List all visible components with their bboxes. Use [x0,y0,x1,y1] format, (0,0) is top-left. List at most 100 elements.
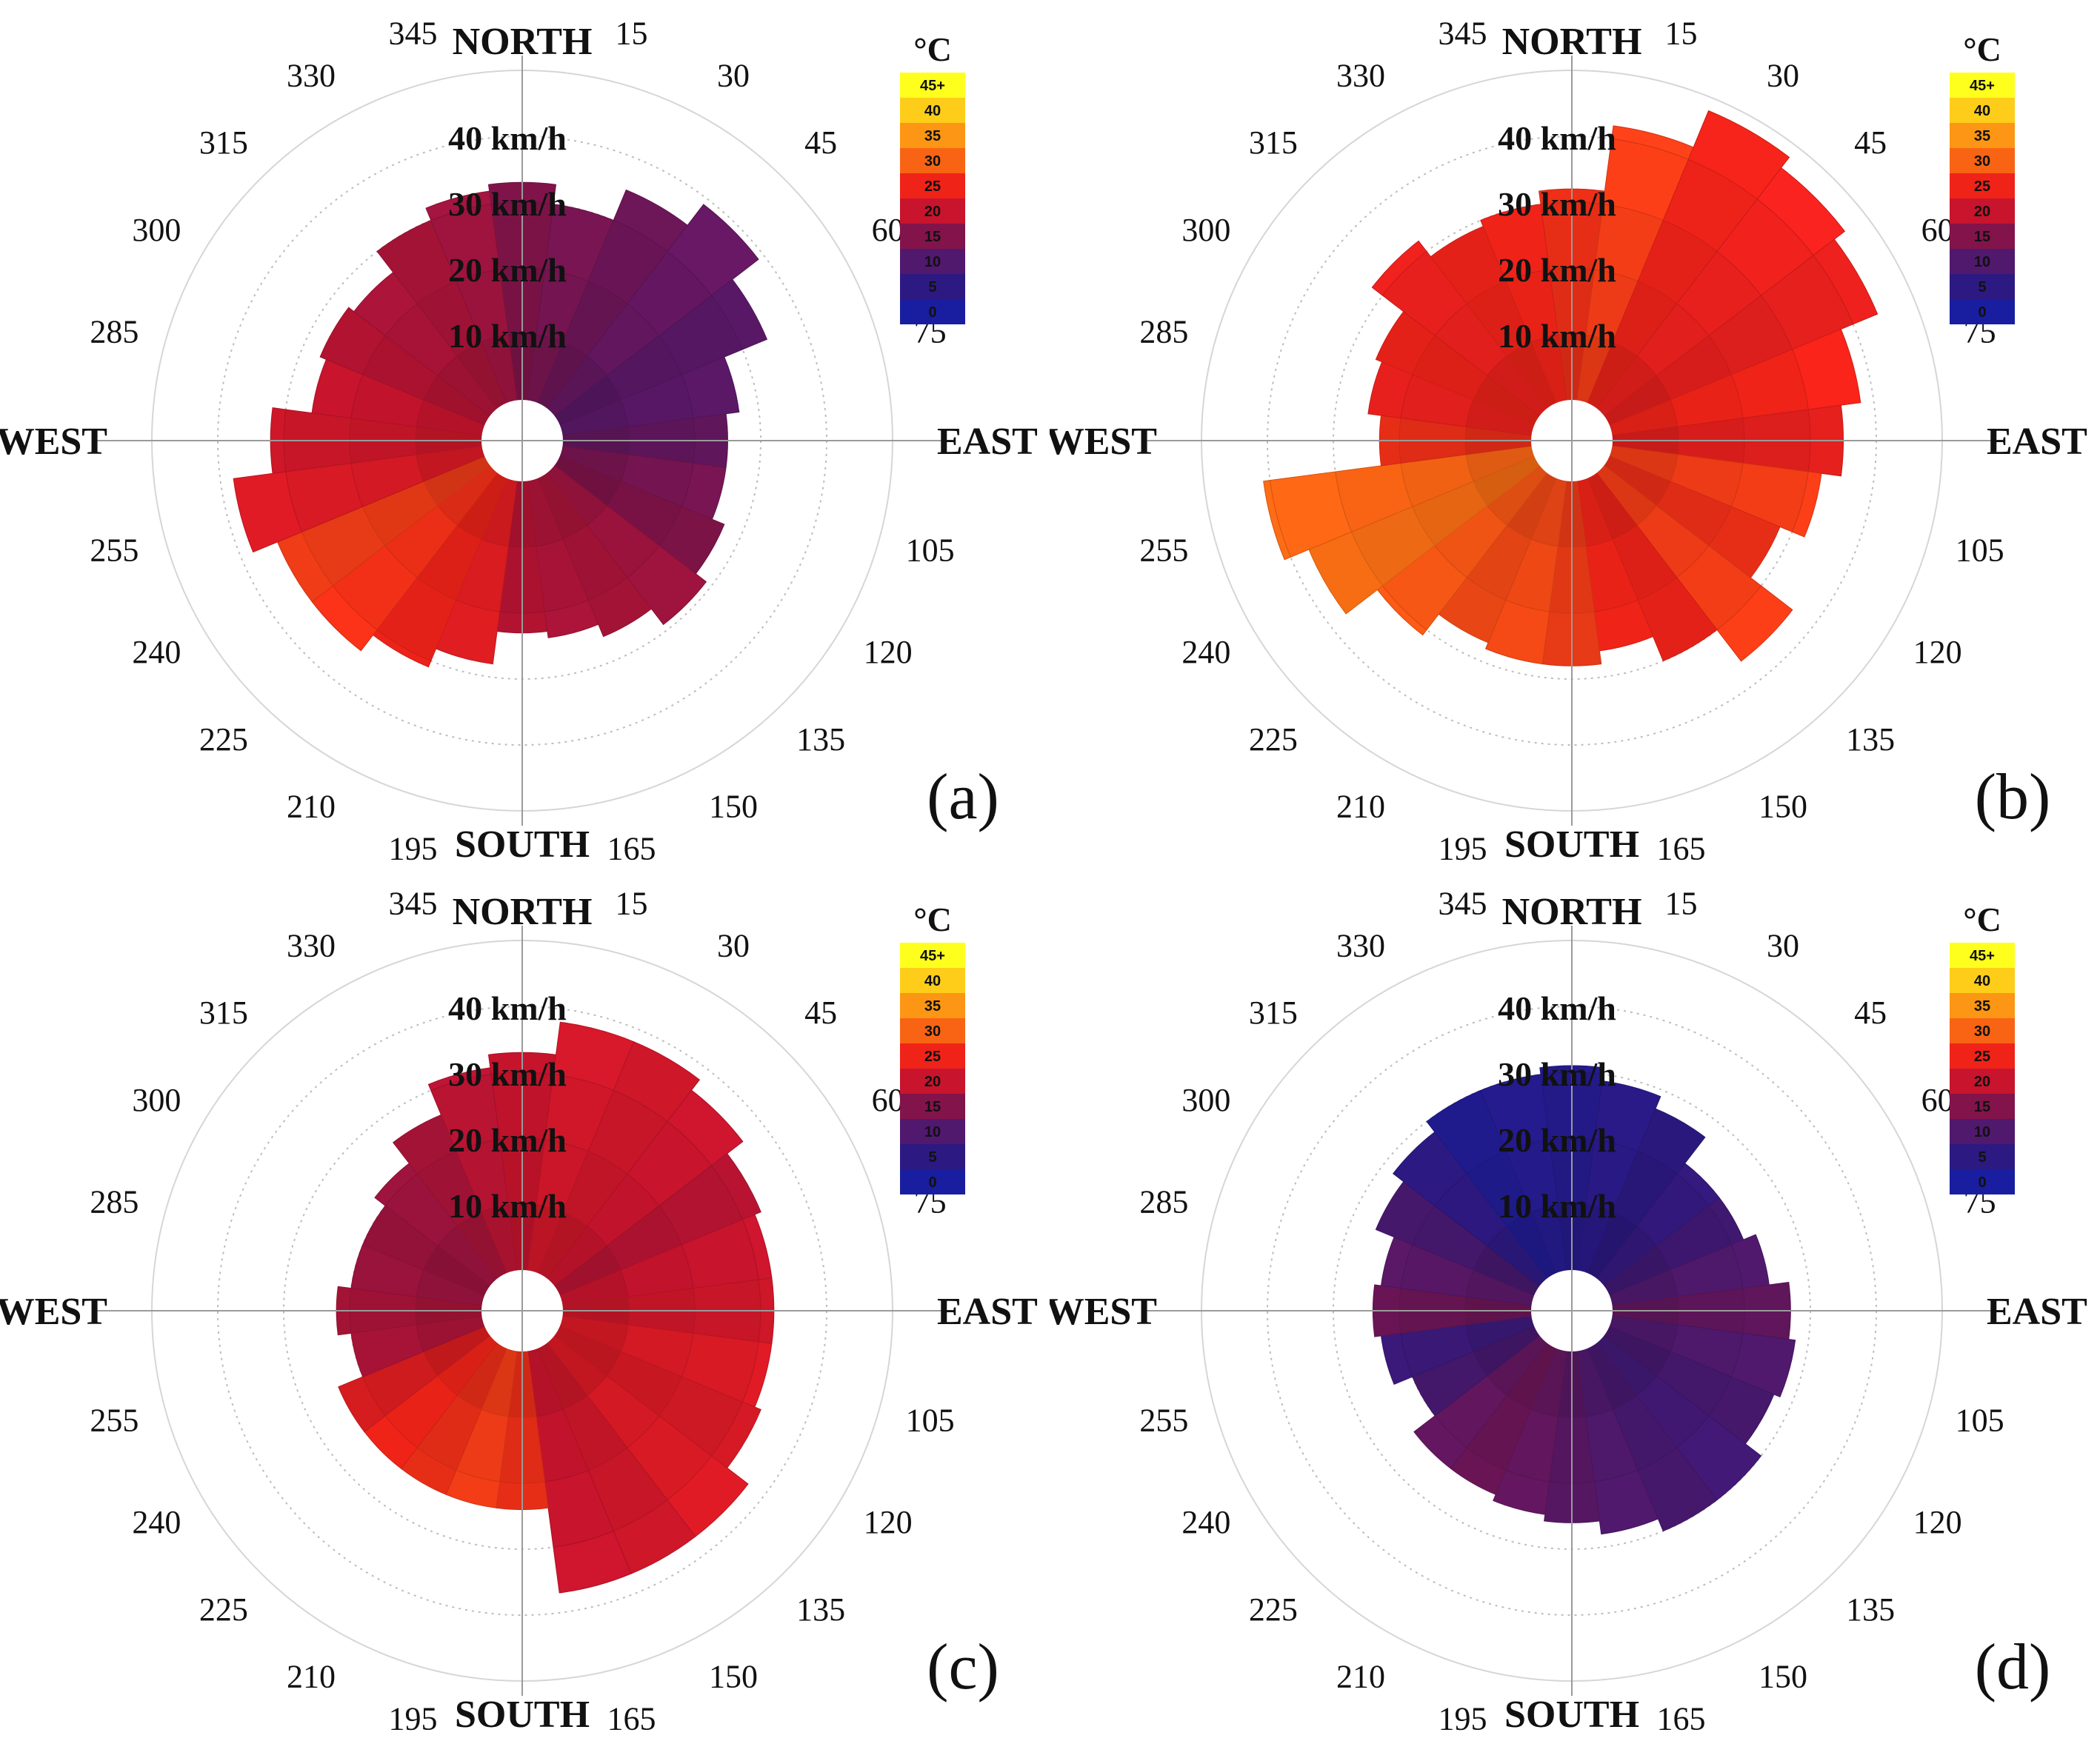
sector-group [336,1021,775,1594]
legend-swatch [1950,1094,2015,1119]
cardinal-label-south: SOUTH [1504,823,1639,866]
direction-tick-label: 30 [717,57,750,93]
direction-tick-label: 255 [1139,1403,1188,1439]
legend-tick-label: 20 [924,204,941,220]
direction-tick-label: 45 [1854,995,1887,1031]
direction-tick-label: 330 [287,927,336,963]
panel-c: 15 30 45 60 75 105 120 135 150 165 195 210 225 240 255… [0,870,1050,1740]
direction-tick-label: 210 [287,1659,336,1695]
legend-tick-label: 5 [1978,279,1986,295]
legend-tick-label: 25 [1974,178,1990,195]
legend-tick-label: 40 [1974,973,1990,989]
cardinal-label-west: WEST [0,1291,107,1333]
ring-speed-label: 40 km/h [448,989,567,1027]
legend-unit-label: °C [1963,30,2001,68]
direction-tick-label: 135 [1846,721,1895,758]
direction-tick-label: 300 [132,212,181,248]
legend-swatch [900,249,965,274]
cardinal-label-north: NORTH [1502,21,1642,63]
legend-swatch [900,274,965,299]
ring-speed-label: 30 km/h [448,185,567,223]
panel-letter: (d) [1975,1631,2051,1703]
legend-tick-label: 15 [1974,1099,1990,1115]
legend-tick-label: 20 [924,1074,941,1090]
legend-tick-label: 35 [1974,128,1990,144]
legend-tick-label: 20 [1974,204,1990,220]
wind-sector-cell [425,190,492,221]
direction-tick-label: 15 [616,885,648,921]
legend-tick-label: 15 [924,1099,941,1115]
direction-tick-label: 165 [607,1701,656,1737]
legend-swatch [1950,98,2015,123]
wind-sector-cell [1480,204,1550,282]
ring-speed-label: 30 km/h [1498,1055,1616,1093]
direction-tick-label: 255 [1139,532,1188,569]
direction-tick-label: 255 [90,532,139,569]
ring-speed-label: 40 km/h [448,119,567,157]
legend-swatch [1950,73,2015,98]
direction-tick-label: 255 [90,1403,139,1439]
legend-unit-label: °C [913,900,952,938]
legend-swatch [900,148,965,173]
direction-tick-label: 225 [1249,1591,1298,1628]
cardinal-label-north: NORTH [453,21,593,63]
ring-speed-label: 30 km/h [1498,185,1616,223]
legend-swatch [1950,968,2015,993]
direction-tick-label: 330 [1336,57,1385,93]
direction-tick-label: 105 [1956,532,2004,569]
wind-sector-cell [1413,1415,1467,1469]
direction-tick-label: 150 [709,1659,758,1695]
wind-sector-cell [1480,1074,1550,1152]
direction-tick-label: 30 [1767,927,1799,963]
cardinal-label-north: NORTH [453,891,593,933]
direction-tick-label: 60 [872,212,904,248]
legend-swatch [1950,1018,2015,1043]
direction-tick-label: 30 [1767,57,1799,93]
legend-tick-label: 25 [924,178,941,195]
direction-tick-label: 60 [1921,212,1954,248]
direction-tick-label: 240 [132,634,181,670]
legend-tick-label: 35 [924,128,941,144]
wind-sector-cell [667,204,759,296]
legend-tick-label: 0 [928,304,936,321]
wind-sector-cell [233,471,303,553]
legend-swatch [900,968,965,993]
ring-speed-label: 10 km/h [1498,1187,1616,1225]
legend-swatch [900,173,965,198]
wind-sector-cell [1791,471,1822,538]
direction-tick-label: 240 [132,1504,181,1540]
ring-speed-label: 10 km/h [448,317,567,355]
panel-letter: (c) [927,1631,999,1703]
legend-swatch [1950,993,2015,1018]
legend-swatch [1950,224,2015,249]
legend-tick-label: 10 [924,1124,941,1140]
legend-swatch [900,73,965,98]
legend-swatch [900,198,965,224]
legend-swatch [900,123,965,148]
legend-swatch [900,98,965,123]
legend-tick-label: 40 [924,973,941,989]
cardinal-label-south: SOUTH [455,1694,590,1736]
direction-tick-label: 45 [804,995,837,1031]
legend-tick-label: 5 [928,279,936,295]
wind-rose-chart: 1530456075105120135150165195210225240255… [0,15,1038,866]
direction-tick-label: 15 [616,15,648,51]
direction-tick-label: 60 [1921,1082,1954,1118]
wind-sector-cell [1716,585,1793,662]
legend-tick-label: 45+ [1970,948,1995,964]
direction-tick-label: 105 [1956,1403,2004,1439]
legend-tick-label: 45+ [920,948,945,964]
cardinal-label-east: EAST [937,421,1038,463]
legend-tick-label: 10 [1974,1124,1990,1140]
direction-tick-label: 195 [1439,1701,1487,1737]
legend-tick-label: 0 [1978,304,1986,321]
direction-tick-label: 135 [796,721,845,758]
direction-tick-label: 225 [199,1591,248,1628]
direction-tick-label: 285 [1139,1184,1188,1220]
direction-tick-label: 210 [1336,1659,1385,1695]
temperature-legend: °C 45+ 40 35 30 25 20 15 10 5 0 [1950,900,2015,1194]
direction-tick-label: 345 [389,15,438,51]
legend-tick-label: 25 [1974,1049,1990,1065]
legend-tick-label: 0 [928,1174,936,1191]
direction-tick-label: 15 [1665,885,1698,921]
